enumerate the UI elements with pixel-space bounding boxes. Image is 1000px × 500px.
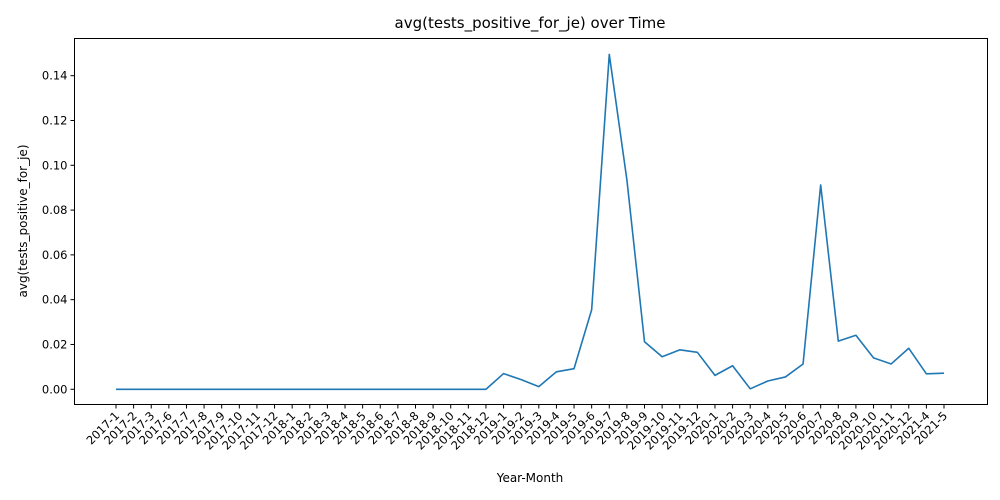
- x-axis: 2017-12017-22017-32017-62017-72017-82017…: [83, 404, 950, 453]
- series-line-0: [116, 53, 945, 391]
- plot-series: [116, 53, 945, 391]
- y-tick-label: 0.12: [42, 113, 68, 127]
- y-axis: 0.00 0.02 0.04 0.06 0.08 0.10 0.12 0.14: [42, 69, 75, 396]
- y-tick-label: 0.10: [42, 158, 68, 172]
- y-tick-label: 0.08: [42, 203, 68, 217]
- y-tick-label: 0.00: [42, 382, 68, 396]
- y-tick-label: 0.04: [42, 293, 68, 307]
- y-tick-label: 0.14: [42, 69, 68, 83]
- x-axis-label: Year-Month: [496, 471, 564, 485]
- y-axis-label: avg(tests_positive_for_je): [16, 144, 30, 297]
- chart-title: avg(tests_positive_for_je) over Time: [395, 14, 666, 33]
- plot-frame: [74, 38, 988, 405]
- y-tick-label: 0.02: [42, 337, 68, 351]
- y-tick-label: 0.06: [42, 248, 68, 262]
